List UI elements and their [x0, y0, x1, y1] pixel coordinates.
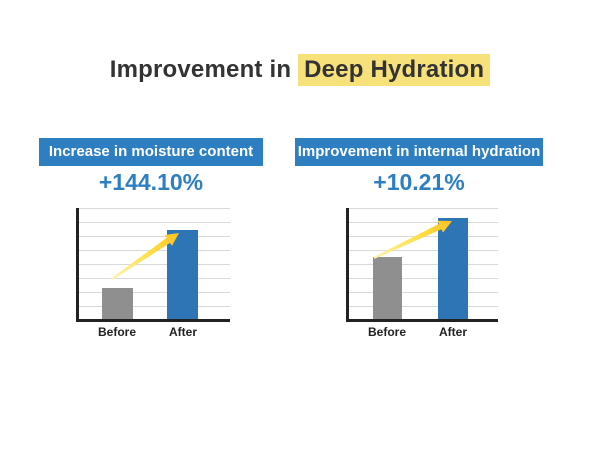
left-banner: Increase in moisture content [39, 138, 263, 166]
right-after-bar [438, 218, 468, 319]
right-after-label: After [438, 325, 468, 339]
right-growth-arrow-icon [373, 220, 452, 259]
left-percent-value: +144.10% [98, 169, 204, 195]
right-before-bar [373, 256, 402, 319]
left-after-label: After [168, 325, 198, 339]
right-bar-chart: Before After [346, 208, 498, 339]
page-title-prefix: Improvement in [109, 56, 292, 83]
left-before-bar [102, 287, 133, 319]
page-title-highlight: Deep Hydration [298, 54, 491, 86]
right-before-label: Before [367, 325, 407, 339]
left-bar-chart: Before After [76, 208, 230, 339]
right-percent-value: +10.21% [373, 169, 465, 195]
left-after-bar [167, 230, 198, 319]
page-title: Improvement in Deep Hydration [0, 54, 600, 86]
right-banner: Improvement in internal hydration [295, 138, 543, 166]
left-before-label: Before [97, 325, 137, 339]
